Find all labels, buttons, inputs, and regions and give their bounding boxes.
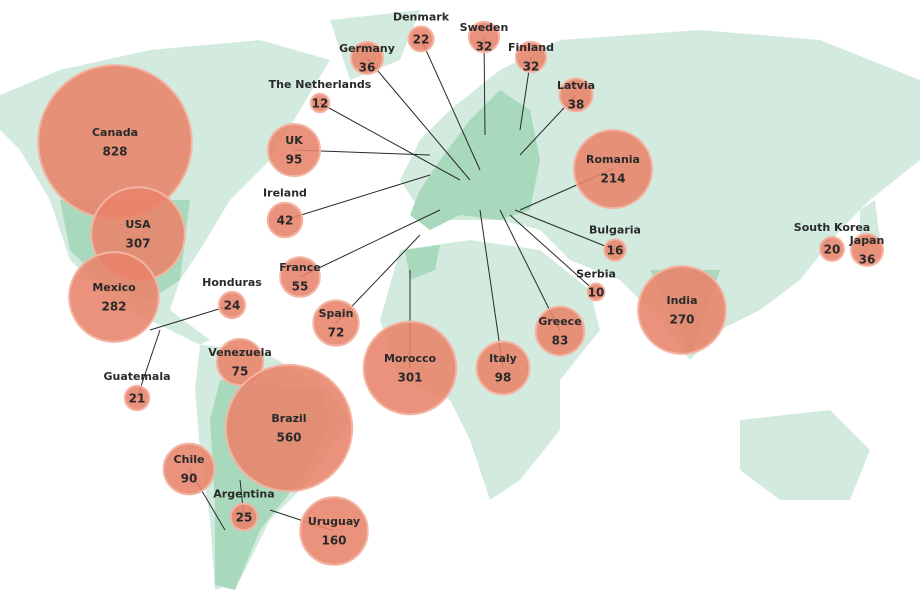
value-label: 75 [232, 365, 249, 379]
bubble [162, 442, 216, 496]
country-label: Argentina [213, 488, 274, 501]
value-label: 25 [236, 511, 253, 525]
leader-line [299, 209, 441, 278]
value-label: 90 [181, 472, 198, 486]
country-label: Spain [319, 307, 354, 320]
country-label: Romania [586, 153, 640, 166]
value-label: 301 [397, 371, 422, 385]
country-label: France [279, 261, 320, 274]
country-label: Uruguay [308, 515, 360, 528]
bubble [849, 232, 885, 268]
country-label: Canada [92, 126, 138, 139]
value-label: 270 [669, 313, 694, 327]
leader-line [284, 174, 431, 221]
bubble [349, 40, 385, 76]
value-label: 38 [568, 98, 585, 112]
bubble [407, 25, 435, 53]
bubble [217, 290, 247, 320]
value-label: 12 [312, 97, 329, 111]
value-label: 282 [101, 300, 126, 314]
value-label: 83 [552, 334, 569, 348]
bubble [475, 340, 531, 396]
value-label: 36 [359, 61, 376, 75]
value-label: 560 [276, 431, 301, 445]
value-label: 72 [328, 326, 345, 340]
leader-line [483, 36, 486, 136]
country-label: Italy [489, 352, 517, 365]
country-label: Latvia [557, 79, 595, 92]
bubble [279, 256, 321, 298]
leader-line [319, 102, 461, 181]
country-label: Morocco [384, 352, 437, 365]
leader-line [366, 57, 471, 181]
country-label: Venezuela [208, 346, 272, 359]
country-label: Finland [508, 41, 554, 54]
bubble [572, 128, 654, 210]
leader-line [420, 38, 481, 171]
value-label: 42 [277, 214, 294, 228]
bubble [586, 282, 606, 302]
value-label: 307 [125, 237, 150, 251]
bubble [819, 236, 845, 262]
country-label: Honduras [202, 276, 262, 289]
country-label: Germany [339, 42, 395, 55]
bubble [603, 238, 627, 262]
bubble [266, 122, 322, 178]
leader-line [149, 304, 233, 331]
value-label: 98 [495, 371, 512, 385]
value-label: 21 [129, 392, 146, 406]
bubble [229, 502, 259, 532]
americas-highlight [60, 200, 330, 590]
country-label: South Korea [794, 221, 870, 234]
bubble [123, 384, 151, 412]
country-label: Denmark [393, 10, 450, 23]
bubble [299, 496, 369, 566]
value-label: 828 [102, 145, 127, 159]
value-label: 95 [286, 153, 303, 167]
country-label: Guatemala [103, 370, 170, 383]
value-label: 24 [224, 299, 241, 313]
country-label: Bulgaria [589, 223, 641, 236]
value-label: 32 [523, 60, 540, 74]
value-label: 36 [859, 253, 876, 267]
value-label: 55 [292, 280, 309, 294]
leader-line [509, 214, 597, 293]
country-label: Serbia [576, 268, 616, 281]
country-label: USA [125, 218, 151, 231]
leader-line [514, 209, 616, 251]
country-label: Mexico [92, 281, 136, 294]
country-label: India [667, 294, 698, 307]
bubble [514, 40, 548, 74]
country-label: Sweden [460, 21, 509, 34]
bubble [312, 299, 360, 347]
value-label: 10 [588, 286, 605, 300]
bubble [467, 20, 501, 54]
bubble [309, 92, 331, 114]
bubble [266, 201, 304, 239]
country-label: Japan [849, 234, 885, 247]
bubble [534, 305, 586, 357]
australia [740, 410, 870, 500]
bubble [68, 251, 160, 343]
bubble [637, 265, 727, 355]
value-label: 214 [600, 172, 625, 186]
value-label: 160 [321, 534, 346, 548]
bubble [362, 320, 458, 416]
country-label: Brazil [271, 412, 306, 425]
value-label: 32 [476, 40, 493, 54]
value-label: 22 [413, 33, 430, 47]
morocco-highlight [405, 245, 440, 280]
country-label: The Netherlands [269, 78, 372, 91]
bubble [224, 363, 354, 493]
country-label: Ireland [263, 187, 307, 200]
bubble [558, 77, 594, 113]
bubble [215, 337, 265, 387]
value-label: 16 [607, 244, 624, 258]
country-label: Greece [538, 315, 581, 328]
country-label: UK [285, 134, 303, 147]
bubbles: Canada 828 USA 307 Mexico 282 Honduras 24 Guatem… [37, 10, 885, 566]
value-label: 20 [824, 243, 841, 257]
country-label: Chile [174, 453, 205, 466]
